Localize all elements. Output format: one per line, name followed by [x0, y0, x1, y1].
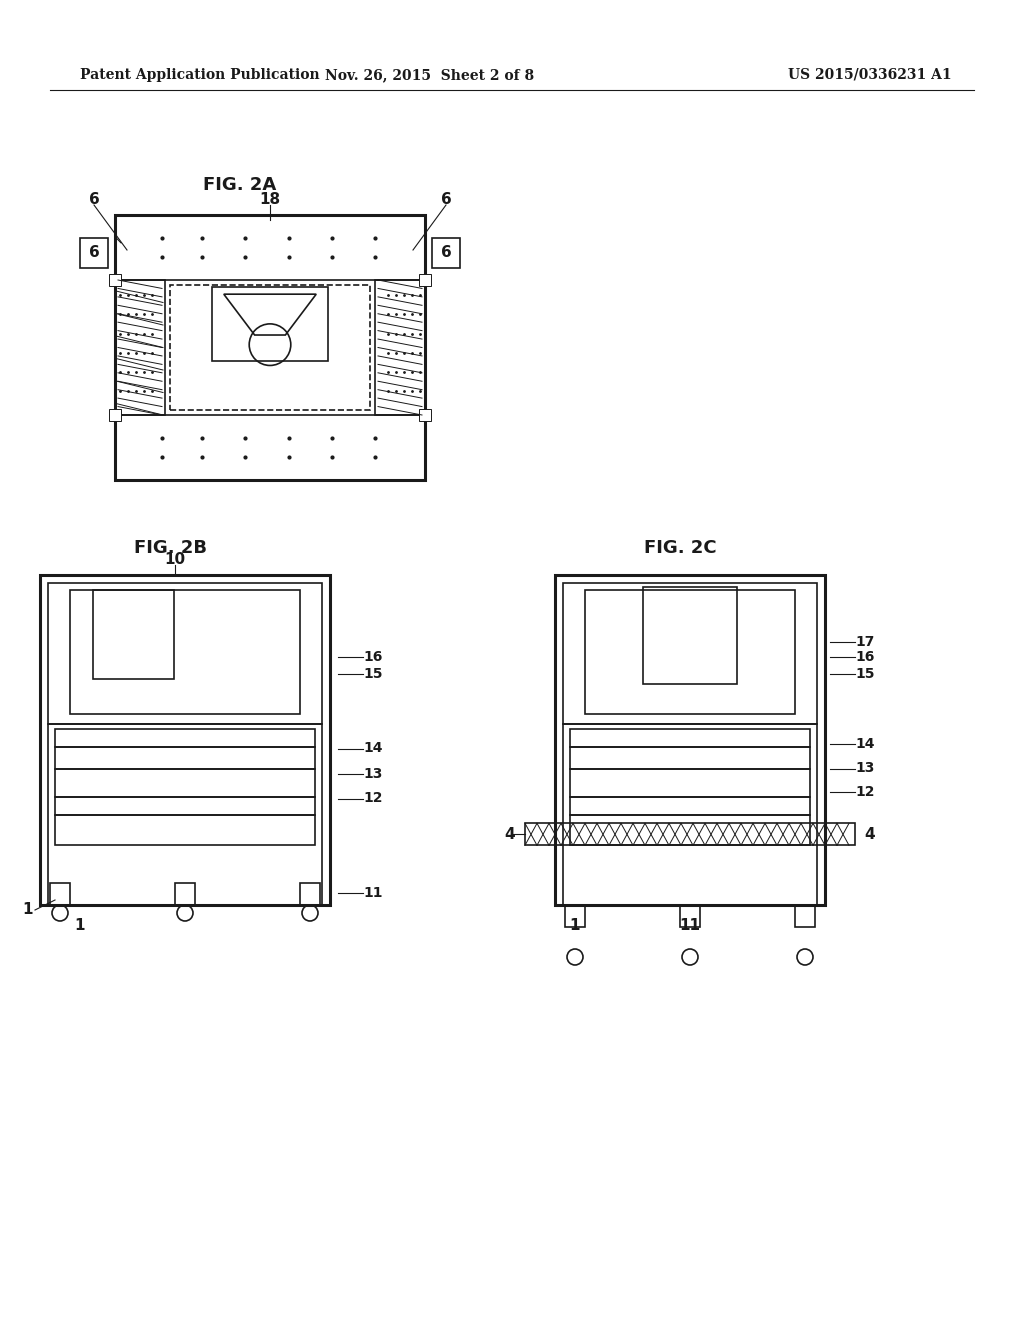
Bar [170, 285, 370, 411]
Text: 4: 4 [864, 826, 876, 842]
Bar [55, 747, 315, 768]
Bar [48, 583, 322, 723]
Text: 6: 6 [89, 246, 99, 260]
Bar [300, 883, 319, 906]
Bar [55, 814, 315, 845]
Bar [563, 723, 817, 906]
Bar [115, 414, 425, 480]
Bar [555, 576, 825, 906]
Text: 1: 1 [569, 917, 581, 932]
Bar [432, 238, 460, 268]
Bar [48, 723, 322, 906]
Bar [585, 590, 795, 714]
Bar [55, 768, 315, 796]
Bar [375, 280, 425, 414]
Text: FIG. 2B: FIG. 2B [133, 539, 207, 557]
Bar [115, 215, 425, 480]
Text: 6: 6 [440, 193, 452, 207]
Bar [115, 280, 165, 414]
Text: 1: 1 [23, 903, 33, 917]
Text: 14: 14 [362, 742, 383, 755]
Bar [570, 729, 810, 747]
Bar [680, 906, 700, 927]
Bar [570, 747, 810, 768]
Text: FIG. 2A: FIG. 2A [204, 176, 276, 194]
Text: 13: 13 [362, 767, 382, 780]
Text: US 2015/0336231 A1: US 2015/0336231 A1 [788, 69, 952, 82]
Text: 11: 11 [680, 917, 700, 932]
Text: 4: 4 [505, 826, 515, 842]
Bar [50, 883, 70, 906]
Text: 1: 1 [75, 917, 85, 932]
Text: 6: 6 [89, 193, 99, 207]
Text: 17: 17 [855, 635, 874, 649]
Text: 12: 12 [362, 792, 383, 805]
Bar [570, 814, 810, 845]
Text: Patent Application Publication: Patent Application Publication [80, 69, 319, 82]
Bar [55, 729, 315, 747]
Bar [563, 583, 817, 723]
Bar [55, 796, 315, 814]
Bar [212, 286, 328, 360]
Bar [115, 215, 425, 280]
Bar [109, 275, 121, 286]
Text: 10: 10 [165, 553, 185, 568]
Bar [93, 590, 173, 678]
Text: 11: 11 [362, 886, 383, 900]
Text: FIG. 2C: FIG. 2C [644, 539, 717, 557]
Bar [70, 590, 300, 714]
Bar [643, 587, 737, 684]
Bar [419, 275, 431, 286]
Bar [175, 883, 195, 906]
Text: 6: 6 [440, 246, 452, 260]
Text: 15: 15 [362, 668, 383, 681]
Text: 16: 16 [855, 649, 874, 664]
Bar [80, 238, 108, 268]
Bar [795, 906, 815, 927]
Text: 12: 12 [855, 784, 874, 799]
Bar [570, 796, 810, 814]
Bar [109, 409, 121, 421]
Bar [419, 409, 431, 421]
Text: 16: 16 [362, 649, 382, 664]
Text: 14: 14 [855, 737, 874, 751]
Bar [40, 576, 330, 906]
Text: Nov. 26, 2015  Sheet 2 of 8: Nov. 26, 2015 Sheet 2 of 8 [326, 69, 535, 82]
Text: 13: 13 [855, 762, 874, 776]
Text: 15: 15 [855, 668, 874, 681]
Bar [570, 768, 810, 796]
Text: 18: 18 [259, 193, 281, 207]
Bar [525, 824, 855, 845]
Bar [565, 906, 585, 927]
